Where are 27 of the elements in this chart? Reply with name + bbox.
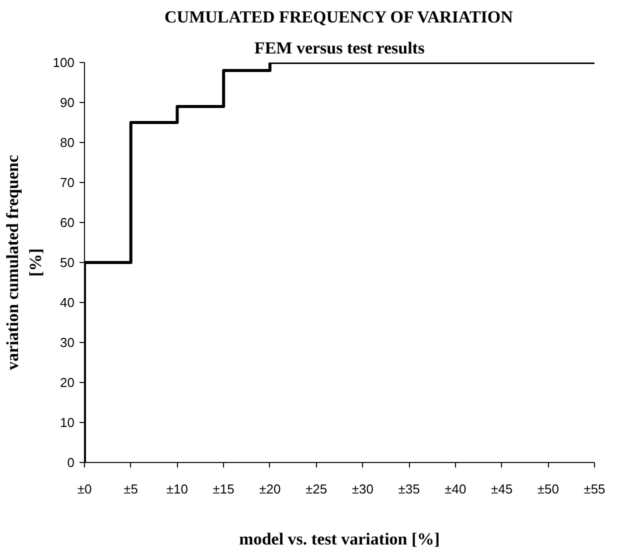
y-tick-label: 40 [60, 295, 75, 310]
y-tick-label: 0 [67, 455, 75, 470]
y-tick-label: 30 [60, 335, 75, 350]
y-axis-title: variation cumulated frequenc [%] [3, 154, 45, 370]
y-tick-label: 50 [60, 255, 75, 270]
x-tick-label: ±40 [444, 482, 466, 496]
y-tick-label: 70 [60, 175, 75, 190]
x-tick-label: ±20 [259, 482, 281, 496]
x-tick-label: ±15 [212, 482, 234, 496]
y-tick-label: 10 [60, 415, 75, 430]
y-tick-label: 100 [52, 55, 75, 70]
x-tick-label: ±10 [166, 482, 188, 496]
y-tick-label: 90 [60, 95, 75, 110]
x-tick-label: ±30 [352, 482, 374, 496]
x-tick-label: ±0 [77, 482, 92, 496]
y-tick-label: 20 [60, 375, 75, 390]
y-tick-label: 80 [60, 135, 75, 150]
x-axis-title: model vs. test variation [%] [239, 530, 440, 548]
x-tick-label: ±50 [537, 482, 559, 496]
x-tick-label: ±55 [584, 482, 606, 496]
chart-subtitle: FEM versus test results [254, 38, 425, 58]
chart-title: CUMULATED FREQUENCY OF VARIATION [164, 8, 514, 26]
x-tick-label: ±5 [124, 482, 138, 496]
x-tick-label: ±35 [398, 482, 420, 496]
y-tick-label: 60 [60, 215, 75, 230]
x-tick-label: ±45 [490, 482, 513, 496]
x-tick-label: ±25 [306, 482, 328, 496]
